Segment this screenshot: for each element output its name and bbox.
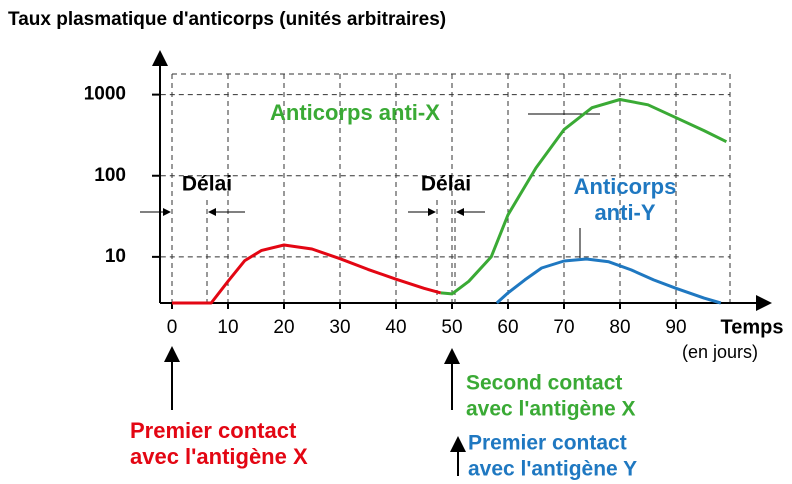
x-tick-label: 40 [385,317,406,338]
x-tick-label: 30 [329,317,350,338]
series-line [172,243,442,305]
x-tick-label: 60 [497,317,518,338]
series-line [495,257,722,305]
annotation: avec l'antigène X [130,444,308,469]
annotation: Premier contact [468,432,627,455]
annotation: avec l'antigène X [466,398,636,421]
x-tick-label: 20 [273,317,294,338]
x-tick-label: 0 [167,317,178,338]
annotation: Délai [182,173,232,196]
legend-label: Anticorps anti-X [270,100,440,125]
legend-label: Anticorps anti-Y [573,174,677,225]
annotation: Second contact [466,372,622,395]
x-tick-label: 10 [217,317,238,338]
y-tick-label: 1000 [84,84,126,105]
x-axis-unit: (en jours) [682,342,758,362]
annotation: Délai [421,173,471,196]
x-axis-title: Temps [721,316,784,338]
x-tick-label: 80 [609,317,630,338]
y-tick-label: 10 [105,246,126,267]
x-tick-label: 70 [553,317,574,338]
chart-title: Taux plasmatique d'anticorps (unités arb… [8,9,446,30]
series-line [440,98,728,296]
y-tick-label: 100 [94,165,126,186]
annotation: Premier contact [130,418,297,443]
x-tick-label: 90 [665,317,686,338]
x-tick-label: 50 [441,317,462,338]
annotation: avec l'antigène Y [468,458,637,481]
